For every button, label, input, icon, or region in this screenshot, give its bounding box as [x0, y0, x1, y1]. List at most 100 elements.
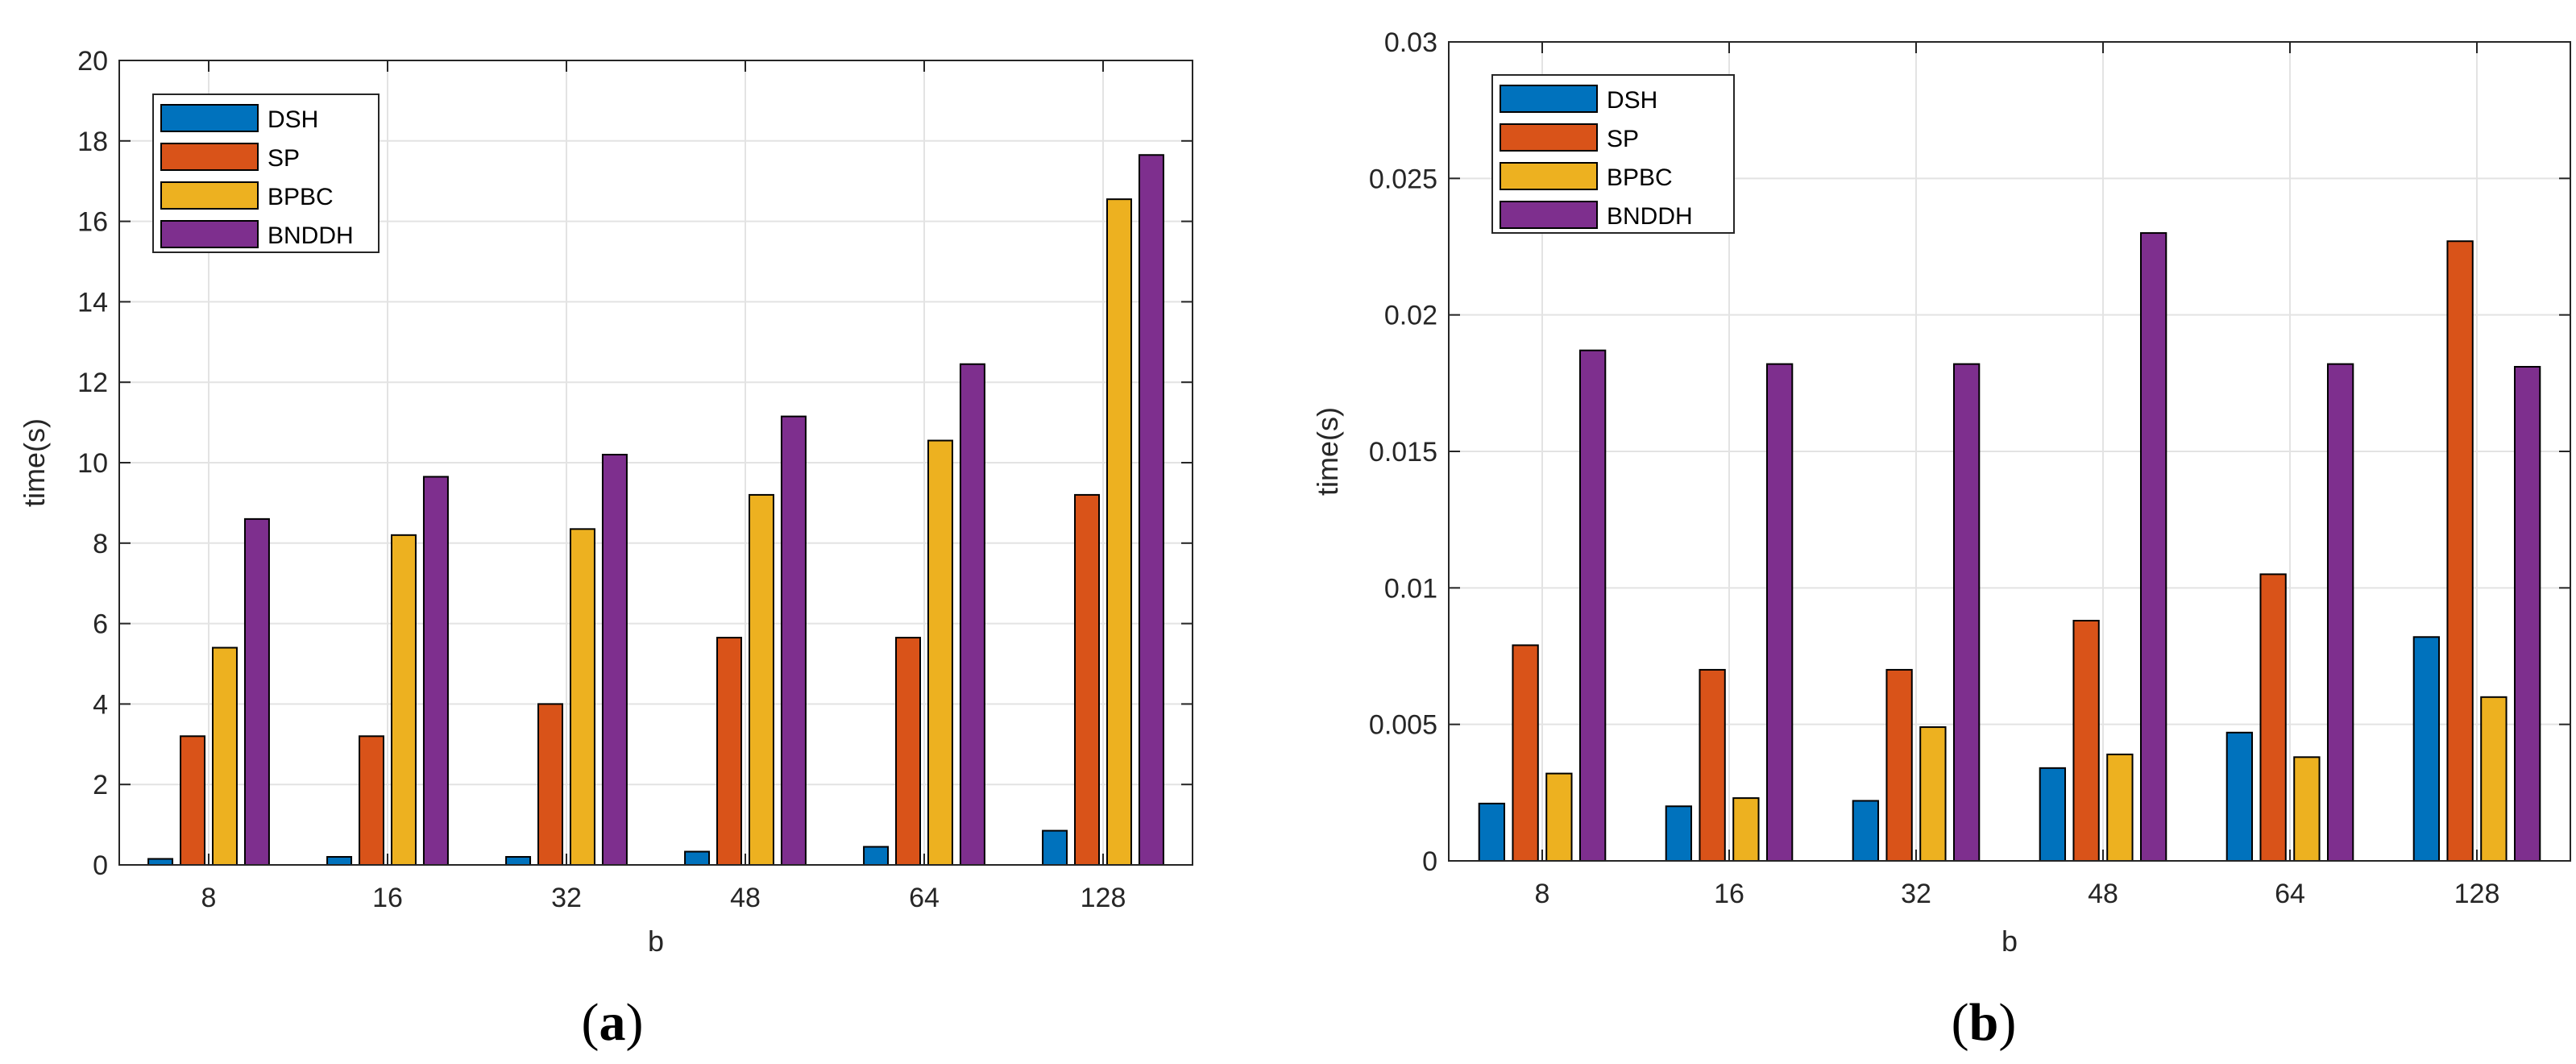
y-tick-label: 0	[93, 850, 108, 881]
legend-label-bnddh: BNDDH	[1607, 203, 1693, 230]
legend-label-dsh: DSH	[1607, 87, 1657, 114]
y-tick-label: 12	[77, 368, 108, 398]
bar-bnddh-128	[1138, 154, 1164, 866]
legend-swatch-bnddh	[1500, 201, 1598, 229]
bar-bpbc-32	[569, 528, 595, 867]
y-axis-label: time(s)	[1311, 407, 1344, 496]
bar-dsh-8	[147, 858, 174, 867]
bar-dsh-16	[326, 856, 353, 867]
bars	[147, 154, 1164, 867]
legend: DSH SP BPBC BNDDH	[1491, 74, 1735, 234]
bar-dsh-128	[1042, 829, 1068, 866]
y-tick-label: 0.005	[1369, 710, 1437, 741]
caption-letter: b	[1969, 993, 1999, 1052]
x-axis-label: b	[2001, 925, 2018, 958]
panel-caption: (b)	[1952, 993, 2017, 1052]
legend: DSH SP BPBC BNDDH	[152, 94, 380, 253]
bar-sp-128	[2446, 240, 2474, 862]
bar-dsh-64	[863, 846, 890, 867]
x-axis: 8 16 32 48 64 128	[1535, 42, 2500, 909]
bar-bpbc-16	[390, 534, 417, 866]
legend-swatch-sp	[1500, 123, 1598, 152]
bars	[1478, 232, 2541, 862]
y-tick-label: 0.01	[1384, 573, 1437, 604]
x-tick-label: 128	[2454, 879, 2500, 909]
bar-sp-16	[1699, 668, 1726, 862]
legend-swatch-sp	[160, 143, 259, 171]
y-tick-label: 0.025	[1369, 164, 1437, 194]
bar-bnddh-16	[422, 476, 449, 867]
bar-dsh-48	[684, 850, 711, 866]
bar-bpbc-8	[1545, 772, 1573, 862]
bar-dsh-16	[1665, 805, 1693, 862]
y-tick-label: 20	[77, 46, 108, 77]
y-tick-label: 0.03	[1384, 27, 1437, 58]
bar-sp-16	[359, 735, 385, 866]
legend-label-sp: SP	[268, 145, 300, 172]
bar-dsh-32	[505, 856, 532, 867]
x-tick-label: 48	[730, 883, 761, 913]
chart-panel-b: 0 0.005 0.01 0.015 0.02 0.025 0.03 8 16 32 48 64 128…	[1289, 0, 2576, 1064]
bar-bpbc-32	[1919, 726, 1947, 862]
bar-dsh-8	[1478, 802, 1506, 862]
bar-sp-64	[2259, 573, 2287, 862]
bar-dsh-64	[2225, 731, 2254, 862]
x-tick-label: 32	[1901, 879, 1931, 909]
bar-bnddh-8	[1578, 349, 1607, 862]
x-tick-label: 8	[1535, 879, 1550, 909]
legend-swatch-dsh	[160, 104, 259, 132]
x-tick-label: 64	[2275, 879, 2305, 909]
bar-sp-8	[180, 735, 206, 866]
y-tick-label: 2	[93, 770, 108, 800]
y-tick-label: 6	[93, 609, 108, 640]
y-tick-label: 0.015	[1369, 437, 1437, 468]
x-tick-label: 48	[2088, 879, 2118, 909]
bar-bpbc-8	[211, 646, 238, 866]
bar-bpbc-128	[2480, 696, 2508, 862]
bar-bnddh-48	[780, 415, 807, 866]
bar-bpbc-16	[1732, 797, 1760, 862]
bar-chart-a: 0 2 4 6 8 10 12 14 16 18 20 8 16 32 48 64 128 b time(s) DSH…	[18, 46, 1193, 1052]
legend-label-bpbc: BPBC	[268, 184, 334, 210]
bar-dsh-128	[2412, 636, 2441, 862]
y-axis: 0 0.005 0.01 0.015 0.02 0.025 0.03	[1369, 27, 2570, 877]
bar-bnddh-48	[2139, 232, 2167, 862]
y-tick-label: 16	[77, 207, 108, 238]
bar-sp-32	[537, 703, 564, 867]
bar-dsh-32	[1852, 800, 1880, 862]
x-tick-label: 128	[1081, 883, 1126, 913]
bar-bnddh-32	[1952, 363, 1981, 862]
x-tick-label: 32	[551, 883, 582, 913]
legend-label-bnddh: BNDDH	[268, 222, 354, 249]
bar-bpbc-48	[748, 493, 774, 866]
bar-sp-128	[1074, 493, 1101, 866]
y-tick-label: 0.02	[1384, 301, 1437, 331]
x-tick-label: 8	[201, 883, 217, 913]
caption-close-paren: )	[626, 993, 644, 1052]
bar-dsh-48	[2039, 767, 2067, 862]
bar-sp-48	[2072, 619, 2100, 862]
bar-bpbc-64	[2293, 756, 2321, 862]
x-tick-label: 16	[1714, 879, 1744, 909]
x-axis-label: b	[648, 925, 664, 958]
x-axis: 8 16 32 48 64 128	[201, 60, 1126, 913]
panel-caption: (a)	[582, 993, 644, 1052]
bar-sp-32	[1885, 668, 1913, 862]
y-axis-label: time(s)	[18, 418, 51, 507]
legend-label-bpbc: BPBC	[1607, 164, 1673, 191]
bar-bpbc-48	[2106, 753, 2134, 862]
bar-bnddh-32	[601, 454, 628, 867]
legend-label-sp: SP	[1607, 126, 1639, 152]
caption-letter: a	[599, 993, 626, 1052]
caption-close-paren: )	[1998, 993, 2016, 1052]
y-tick-label: 4	[93, 689, 108, 720]
bar-bnddh-64	[959, 363, 985, 866]
chart-panel-a: 0 2 4 6 8 10 12 14 16 18 20 8 16 32 48 64 128 b time(s) DSH…	[0, 0, 1273, 1064]
bar-bpbc-128	[1105, 198, 1132, 866]
legend-swatch-dsh	[1500, 85, 1598, 113]
y-axis: 0 2 4 6 8 10 12 14 16 18 20	[77, 46, 1193, 881]
y-tick-label: 0	[1422, 846, 1437, 877]
bar-bnddh-64	[2326, 363, 2354, 862]
bar-sp-48	[716, 637, 743, 866]
y-tick-label: 14	[77, 287, 108, 318]
